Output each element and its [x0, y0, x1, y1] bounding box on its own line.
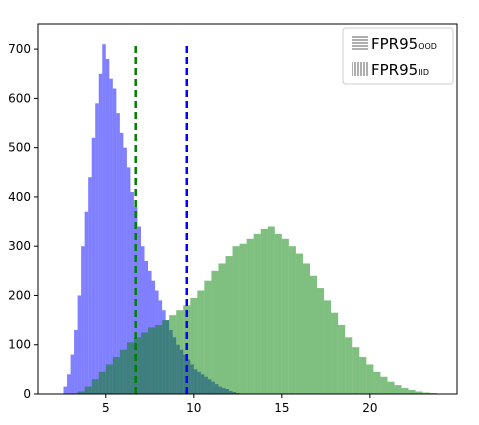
histogram-bar: [282, 239, 289, 394]
histogram-bar: [106, 59, 110, 394]
histogram-bar: [275, 234, 282, 394]
y-tick-label: 400: [8, 190, 31, 204]
y-tick-label: 300: [8, 239, 31, 253]
histogram-bar: [338, 325, 345, 394]
histogram-bar: [261, 229, 268, 394]
histogram-bar: [116, 113, 120, 394]
histogram-bar: [310, 276, 317, 394]
histogram-bar: [409, 390, 416, 394]
histogram-bar: [106, 364, 113, 394]
histogram-bar: [247, 239, 254, 394]
histogram-bar: [240, 244, 247, 394]
legend: FPR95OOD FPR95IID: [343, 28, 453, 84]
histogram-bar: [102, 44, 106, 394]
histogram-bar: [64, 387, 68, 394]
histogram-bar: [169, 315, 176, 394]
legend-text: FPR95: [371, 61, 418, 79]
y-tick-label: 700: [8, 42, 31, 56]
histogram-bar: [324, 300, 331, 394]
histogram-bar: [197, 291, 204, 394]
histogram-bar: [71, 355, 75, 394]
histogram-bar: [402, 388, 409, 394]
histogram-bar: [373, 372, 380, 394]
y-tick-label: 500: [8, 141, 31, 155]
histogram-bar: [317, 288, 324, 394]
x-tick-label: 10: [186, 401, 201, 415]
histogram-bar: [233, 246, 240, 394]
x-tick-label: 5: [102, 401, 110, 415]
histogram-bar: [113, 89, 117, 394]
histogram-bar: [268, 226, 275, 394]
plot-area: [64, 44, 444, 394]
legend-subscript: OOD: [418, 42, 437, 51]
histogram-bar: [141, 332, 148, 394]
histogram-bar: [120, 350, 127, 394]
histogram-bar: [345, 337, 352, 394]
histogram-bar: [331, 313, 338, 394]
histogram-bar: [109, 79, 113, 394]
x-tick-label: 15: [274, 401, 289, 415]
histogram-bar: [303, 263, 310, 394]
histogram-bar: [99, 372, 106, 394]
histogram-bar: [127, 342, 134, 394]
histogram-bar: [352, 347, 359, 394]
y-tick-label: 0: [23, 387, 31, 401]
histogram-bar: [211, 271, 218, 394]
histogram-bar: [366, 364, 373, 394]
histogram-bar: [176, 310, 183, 394]
y-tick-label: 200: [8, 288, 31, 302]
histogram-bar: [92, 138, 96, 394]
histogram-bar: [85, 212, 89, 394]
histogram-bar: [204, 281, 211, 394]
histogram-bar: [395, 385, 402, 394]
legend-subscript: IID: [418, 68, 429, 77]
histogram-bar: [74, 330, 78, 394]
histogram-bar: [148, 327, 155, 394]
y-tick-label: 100: [8, 338, 31, 352]
histogram-bar: [88, 177, 92, 394]
histogram-bar: [162, 320, 169, 394]
histogram-bar: [289, 246, 296, 394]
histogram-bar: [95, 103, 99, 394]
histogram-bar: [81, 246, 85, 394]
histogram-bar: [225, 256, 232, 394]
legend-patch: [352, 36, 368, 50]
histogram-bar: [387, 382, 394, 394]
histogram-bar: [254, 234, 261, 394]
legend-text: FPR95: [371, 35, 418, 53]
histogram-bar: [296, 254, 303, 394]
histogram-bar: [113, 357, 120, 394]
histogram-bar: [92, 379, 99, 394]
histogram-bar: [99, 74, 103, 394]
histogram-bar: [155, 325, 162, 394]
histogram-bar: [218, 263, 225, 394]
histogram-bar: [380, 377, 387, 394]
x-tick-label: 20: [362, 401, 377, 415]
legend-patch: [352, 62, 368, 76]
histogram-bar: [190, 298, 197, 394]
histogram-bar: [359, 357, 366, 394]
histogram-bar: [85, 387, 92, 394]
y-tick-label: 600: [8, 91, 31, 105]
histogram-bar: [67, 374, 71, 394]
histogram-bar: [78, 295, 82, 394]
